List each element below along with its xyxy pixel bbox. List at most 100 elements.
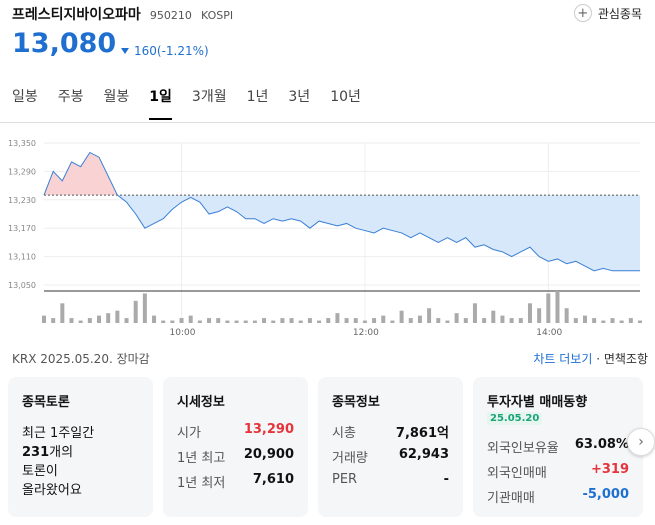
intraday-chart[interactable]: 13,350 13,290 13,230 13,170 13,110 13,050 10:0…	[0, 122, 655, 338]
down-triangle-icon	[121, 48, 129, 54]
y-tick-label: 13,290	[8, 167, 36, 176]
volume-bar	[610, 318, 615, 323]
cap-value: 7,861억	[395, 426, 449, 441]
discussion-count: 231	[22, 445, 50, 460]
plus-icon: +	[573, 4, 592, 22]
volume-bar	[362, 320, 367, 323]
stock-header: 프레스티지바이오파마 950210 KOSPI + 관심종목	[12, 4, 648, 26]
volume-bar	[179, 318, 184, 323]
volume-bar	[491, 310, 496, 323]
volume-bar	[252, 320, 257, 323]
per-label: PER	[332, 472, 358, 487]
market-card[interactable]: 시세정보 시가 13,290 1년 최고 20,900 1년 최저 7,610	[163, 377, 308, 517]
discussion-line4: 올라왔어요	[22, 483, 82, 498]
volume-bar	[69, 318, 74, 323]
info-card[interactable]: 종목정보 시총 7,861억 거래량 62,943 PER -	[318, 377, 463, 517]
volume-bar	[124, 318, 129, 323]
volume-bar	[51, 318, 56, 323]
volume-bar	[518, 318, 523, 323]
chevron-right-icon: ›	[638, 434, 644, 450]
down-area	[44, 195, 640, 271]
info-cards: 종목토론 최근 1주일간 231개의 토론이 올라왔어요 시세정보 시가 13,2…	[8, 377, 643, 517]
volume-bar	[509, 318, 514, 323]
y-tick-label: 13,170	[8, 224, 36, 233]
disclaimer-link[interactable]: 면책조항	[603, 352, 648, 366]
volume-bar	[298, 320, 303, 323]
volume-bar	[216, 318, 221, 323]
investor-title-text: 투자자별 매매동향	[487, 395, 588, 410]
current-price: 13,080	[12, 28, 117, 59]
tab-1year[interactable]: 1년	[246, 89, 269, 105]
y-tick-label: 13,350	[8, 139, 36, 148]
volume-bar	[152, 315, 157, 323]
x-tick-label: 10:00	[170, 328, 196, 338]
favorite-button[interactable]: + 관심종목	[573, 4, 642, 22]
volume-bar	[537, 308, 542, 323]
volume-label: 거래량	[332, 451, 368, 466]
tab-3year[interactable]: 3년	[288, 89, 311, 105]
tab-1day[interactable]: 1일	[149, 86, 172, 120]
volume-bar	[317, 320, 322, 323]
foreign-trade-label: 외국인매매	[487, 466, 547, 481]
volume-bar	[417, 315, 422, 323]
period-tabs: 일봉 주봉 월봉 1일 3개월 1년 3년 10년	[12, 86, 381, 120]
tab-daily[interactable]: 일봉	[12, 89, 38, 105]
volume-bar	[262, 318, 267, 323]
chart-footline: KRX 2025.05.20. 장마감 차트 더보기 · 면책조항	[12, 350, 648, 367]
foreign-own-label: 외국인보유율	[487, 441, 559, 456]
volume-value: 62,943	[398, 447, 449, 462]
discussion-card[interactable]: 종목토론 최근 1주일간 231개의 토론이 올라왔어요	[8, 377, 153, 517]
tab-monthly[interactable]: 월봉	[103, 89, 130, 105]
foreign-trade-value: +319	[590, 462, 629, 477]
volume-bar	[399, 310, 404, 323]
volume-bar	[106, 313, 111, 323]
chart-more-link[interactable]: 차트 더보기	[533, 352, 593, 366]
volume-bar	[573, 318, 578, 323]
up-area	[44, 152, 640, 196]
stock-name: 프레스티지바이오파마	[12, 7, 141, 23]
next-card-button[interactable]: ›	[627, 428, 655, 456]
inst-trade-label: 기관매매	[487, 491, 535, 506]
chart-svg: 13,350 13,290 13,230 13,170 13,110 13,050 10:0…	[8, 139, 642, 338]
market-close-text: KRX 2025.05.20. 장마감	[12, 352, 150, 366]
foreign-own-value: 63.08%	[574, 437, 629, 452]
y-tick-label: 13,110	[8, 253, 36, 262]
high52-label: 1년 최고	[177, 451, 226, 466]
tab-3month[interactable]: 3개월	[191, 89, 227, 105]
volume-bar	[472, 303, 477, 323]
volume-bar	[225, 320, 230, 323]
volume-bar	[307, 318, 312, 323]
volume-bar	[619, 320, 624, 323]
stock-market: KOSPI	[201, 9, 234, 22]
volume-bar	[427, 308, 432, 323]
volume-bar	[97, 315, 102, 323]
volume-bar	[638, 320, 642, 323]
discussion-title: 종목토론	[22, 395, 70, 410]
volume-bar	[582, 315, 587, 323]
open-value: 13,290	[243, 422, 294, 437]
volume-bar	[115, 310, 120, 323]
volume-bar	[280, 318, 285, 323]
volume-bar	[546, 293, 551, 323]
volume-bar	[482, 318, 487, 323]
volume-bar	[42, 315, 46, 323]
volume-bar	[326, 318, 331, 323]
investor-date: 25.05.20	[487, 412, 543, 425]
volume-bar	[335, 313, 340, 323]
low52-value: 7,610	[252, 472, 294, 487]
tab-weekly[interactable]: 주봉	[57, 89, 84, 105]
investor-card[interactable]: 투자자별 매매동향 25.05.20 외국인보유율 63.08% 외국인매매 +31…	[473, 377, 643, 517]
low52-label: 1년 최저	[177, 476, 226, 491]
cap-label: 시총	[332, 426, 356, 441]
volume-bar	[234, 320, 239, 323]
volume-bar	[60, 303, 65, 323]
volume-bar	[463, 318, 468, 323]
tab-10year[interactable]: 10년	[330, 89, 361, 105]
volume-bar	[289, 318, 294, 323]
volume-bar	[87, 318, 92, 323]
volume-bar	[243, 320, 248, 323]
volume-bar	[142, 293, 147, 323]
volume-bar	[390, 320, 395, 323]
price-line	[43, 151, 640, 272]
price-change: 160(-1.21%)	[121, 44, 209, 58]
